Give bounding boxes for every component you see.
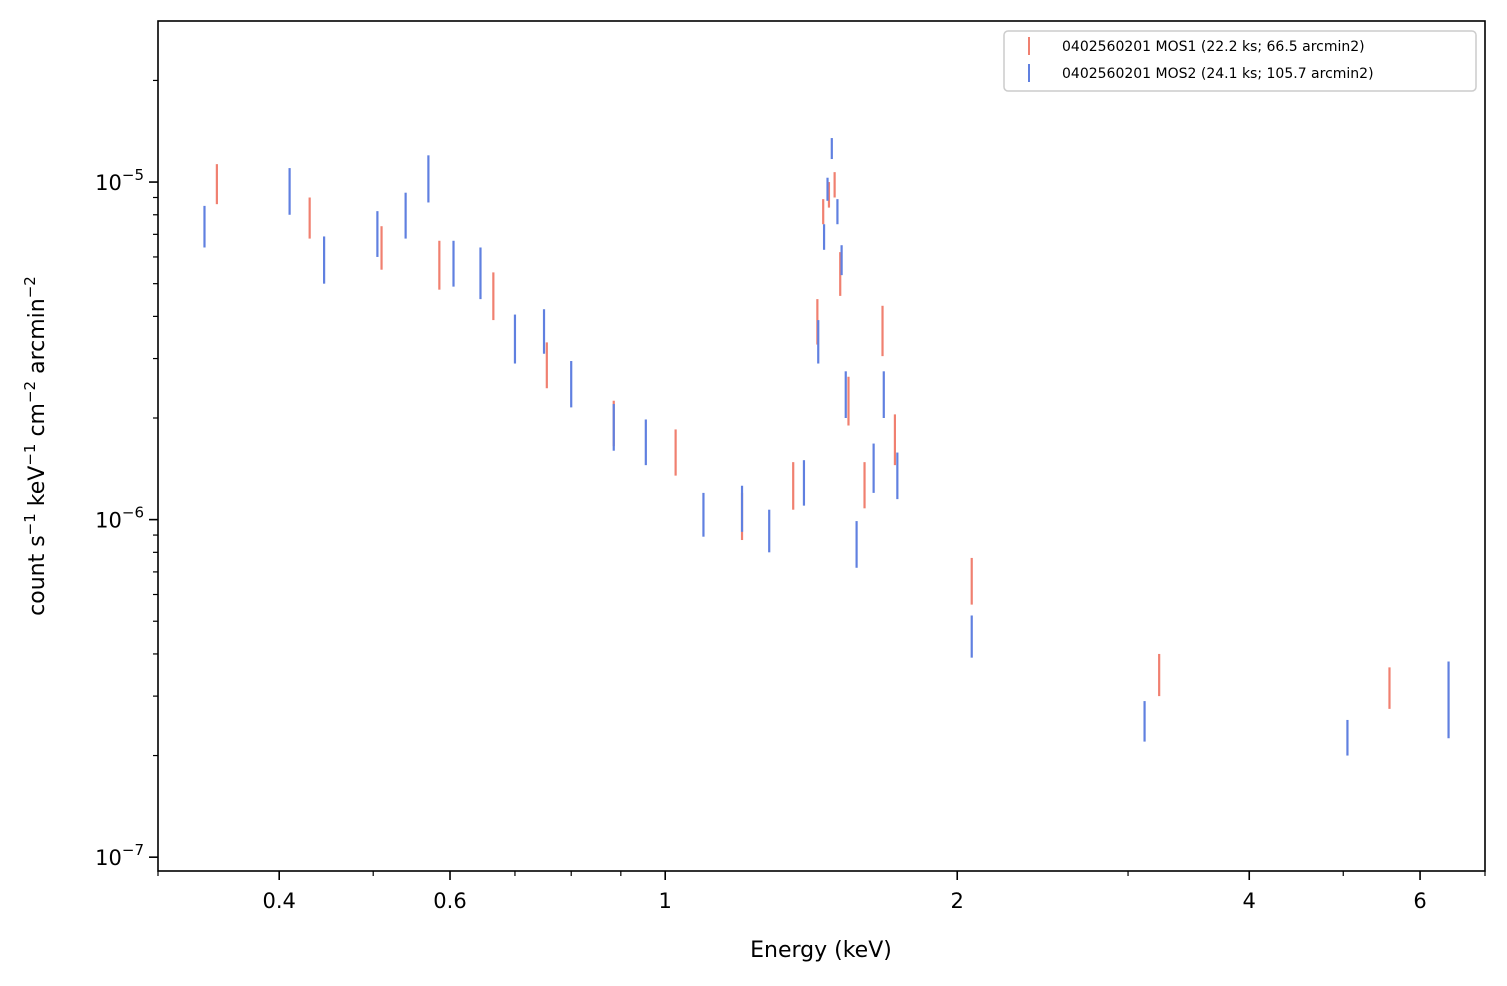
y-tick-label-exponent: −7 xyxy=(122,841,144,859)
y-tick-label-exponent: −5 xyxy=(122,166,144,184)
y-tick-label-base: 10 xyxy=(95,846,122,870)
legend-label-mos2: 0402560201 MOS2 (24.1 ks; 105.7 arcmin2) xyxy=(1062,66,1374,82)
plot-area xyxy=(158,21,1485,871)
y-axis-label-part-3: −1 xyxy=(21,444,39,466)
y-axis-label-part-1: −1 xyxy=(21,513,39,535)
x-tick-label: 2 xyxy=(951,889,964,913)
y-axis-label-part-5: −2 xyxy=(21,381,39,403)
legend-box xyxy=(1003,30,1477,92)
y-axis-label-part-2: keV xyxy=(25,466,50,514)
series-layer xyxy=(203,138,1450,756)
y-axis-label-part-6: arcmin xyxy=(25,298,50,381)
x-axis-label: Energy (keV) xyxy=(750,938,892,963)
y-tick-label: 10−5 xyxy=(95,166,144,195)
y-tick-label: 10−6 xyxy=(95,504,144,533)
y-axis-label-part-0: count s xyxy=(25,535,50,616)
x-tick-label: 6 xyxy=(1413,889,1426,913)
legend-label-mos1: 0402560201 MOS1 (22.2 ks; 66.5 arcmin2) xyxy=(1062,39,1365,55)
x-tick-label: 1 xyxy=(659,889,672,913)
legend: 0402560201 MOS1 (22.2 ks; 66.5 arcmin2) … xyxy=(1003,30,1477,92)
x-tick-label: 0.4 xyxy=(262,889,295,913)
y-axis-label-part-4: cm xyxy=(25,403,50,444)
y-tick-label-base: 10 xyxy=(95,171,122,195)
plot-frame xyxy=(157,20,1486,872)
y-axis-label-part-7: −2 xyxy=(21,276,39,298)
y-tick-label-base: 10 xyxy=(95,509,122,533)
x-tick-label: 0.6 xyxy=(433,889,466,913)
y-axis-label: count s−1 keV−1 cm−2 arcmin−2 xyxy=(21,276,50,616)
x-tick-label: 4 xyxy=(1243,889,1256,913)
series-1 xyxy=(203,138,1450,756)
y-tick-label: 10−7 xyxy=(95,841,144,870)
y-tick-label-exponent: −6 xyxy=(122,504,144,522)
ticks-layer: 0.4 0.6 1 2 4 610−710−610−5 xyxy=(95,79,1486,913)
